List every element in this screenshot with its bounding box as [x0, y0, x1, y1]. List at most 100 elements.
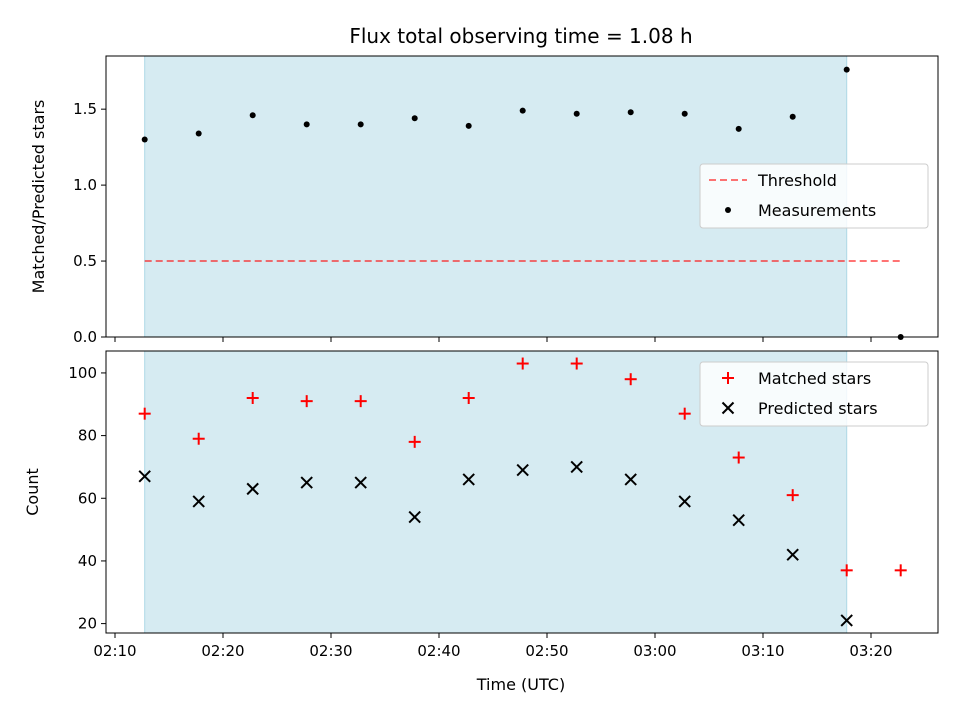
top-series-0-point-2 — [249, 112, 256, 119]
top-series-0-point-6-shape — [465, 122, 472, 129]
bottom-ytick-label-2: 60 — [78, 489, 97, 507]
top-series-0-point-10 — [681, 110, 688, 117]
top-series-0-point-1-shape — [195, 130, 202, 137]
bottom-legend-box — [699, 361, 929, 427]
bottom-series-1-point-4-d2 — [354, 476, 367, 489]
bottom-series-1-point-3-d2 — [300, 476, 313, 489]
bottom-legend: Matched stars Predicted stars — [699, 361, 929, 427]
top-legend: Threshold Measurements — [699, 163, 929, 229]
bottom-series-0-point-4 — [354, 395, 367, 408]
bottom-series-1-point-3 — [300, 476, 313, 489]
bottom-series-1 — [138, 460, 853, 627]
bottom-series-1-point-11 — [732, 513, 745, 527]
bottom-series-0-point-10 — [678, 407, 691, 420]
bottom-series-0-point-6 — [462, 392, 475, 404]
top-series-0-point-11 — [735, 125, 742, 132]
top-series-0-point-13 — [843, 66, 850, 73]
bottom-series-1-point-10-d2 — [678, 495, 691, 508]
top-series-0-point-9 — [627, 109, 634, 116]
bottom-xtick-label-0: 02:10 — [93, 642, 136, 660]
top-ytick-label-2: 1.0 — [73, 176, 97, 194]
top-series-0-point-0-shape — [141, 136, 148, 143]
top-series-0-point-9-shape — [627, 109, 634, 116]
bottom-xtick-label-2: 02:30 — [309, 642, 352, 660]
top-legend-box — [699, 163, 929, 229]
top-series-0-point-3 — [303, 121, 310, 128]
bottom-series-1-point-1 — [192, 495, 205, 508]
top-series-0-point-4 — [357, 121, 364, 128]
x-axis-label: Time (UTC) — [476, 675, 565, 694]
bottom-series-0-point-1 — [192, 432, 205, 445]
top-series-0-point-7-shape — [519, 107, 526, 114]
top-legend-label-1: Measurements — [758, 201, 876, 220]
bottom-series-1-point-12 — [786, 548, 799, 561]
bottom-ytick-label-3: 80 — [78, 427, 97, 445]
top-ytick-label-3: 1.5 — [73, 100, 97, 118]
bottom-series-0-point-2 — [246, 392, 259, 404]
top-legend-label-0: Threshold — [757, 171, 837, 190]
bottom-series-1-point-7-d2 — [516, 463, 529, 477]
top-series-0-point-8-shape — [573, 110, 580, 117]
top-y-axis-label: Matched/Predicted stars — [29, 100, 48, 294]
top-series-0-point-4-shape — [357, 121, 364, 128]
bottom-xtick-label-4: 02:50 — [525, 642, 568, 660]
bottom-series-0-point-3 — [300, 395, 313, 408]
bottom-series-0-point-14 — [894, 564, 907, 577]
top-series-0-point-2-shape — [249, 112, 256, 119]
bottom-xtick-label-7: 03:20 — [849, 642, 892, 660]
top-axes-frame — [105, 55, 939, 338]
bottom-series-1-point-5 — [408, 510, 421, 524]
panel-bottom: 20 40 60 80 100 02:10 02:20 02:30 02:40 02:50 03:0… — [23, 350, 939, 660]
bottom-series-1-point-5-d2 — [408, 510, 421, 524]
bottom-series-0-point-7 — [516, 357, 529, 370]
bottom-series-0-point-9 — [624, 373, 637, 386]
top-series-0-point-0 — [141, 136, 148, 143]
top-series-0-point-5 — [411, 115, 418, 122]
bottom-xtick-label-6: 03:10 — [741, 642, 784, 660]
bottom-legend-label-1: Predicted stars — [758, 399, 878, 418]
bottom-y-axis-label: Count — [23, 468, 42, 516]
top-series-0-point-10-shape — [681, 110, 688, 117]
top-series-0-point-7 — [519, 107, 526, 114]
bottom-series-1-point-10 — [678, 495, 691, 508]
bottom-series-1-point-0 — [138, 470, 151, 483]
bottom-series-0-point-8 — [570, 357, 583, 370]
top-legend-swatch-1-shape — [725, 207, 731, 213]
bottom-series-1-point-6-d2 — [462, 473, 475, 486]
bottom-ytick-label-1: 40 — [78, 552, 97, 570]
bottom-series-1-point-7 — [516, 463, 529, 477]
bottom-series-1-point-13 — [840, 614, 853, 627]
bottom-series-1-point-2-d2 — [246, 482, 259, 496]
top-series-0-point-5-shape — [411, 115, 418, 122]
top-series-0-point-6 — [465, 122, 472, 129]
panel-top: 0.0 0.5 1.0 1.5 Matched/Predicted stars Thres… — [29, 55, 939, 346]
top-series-0-point-12-shape — [789, 113, 796, 120]
bottom-series-0-point-12 — [786, 489, 799, 502]
bottom-ytick-label-4: 100 — [68, 364, 97, 382]
top-series-0 — [141, 66, 904, 340]
bottom-series-1-point-13-d2 — [840, 614, 853, 627]
bottom-series-1-point-4 — [354, 476, 367, 489]
bottom-series-1-point-11-d2 — [732, 513, 745, 527]
bottom-legend-swatch-1 — [721, 401, 735, 415]
bottom-series-1-point-6 — [462, 473, 475, 486]
bottom-series-0-point-0 — [138, 407, 151, 420]
bottom-axes-frame — [105, 350, 939, 634]
bottom-ytick-label-0: 20 — [78, 615, 97, 633]
bottom-legend-swatch-1-d2 — [721, 401, 735, 415]
bottom-xtick-label-5: 03:00 — [633, 642, 676, 660]
top-series-0-point-11-shape — [735, 125, 742, 132]
top-series-0-point-13-shape — [843, 66, 850, 73]
top-series-0-point-8 — [573, 110, 580, 117]
bottom-xtick-label-3: 02:40 — [417, 642, 460, 660]
bottom-legend-label-0: Matched stars — [758, 369, 871, 388]
bottom-series-1-point-9-d2 — [624, 473, 637, 486]
top-ytick-label-0: 0.0 — [73, 328, 97, 346]
bottom-xtick-label-1: 02:20 — [201, 642, 244, 660]
bottom-series-0 — [138, 357, 907, 577]
bottom-series-0-point-5 — [408, 435, 421, 448]
top-series-0-point-1 — [195, 130, 202, 137]
top-series-0-point-12 — [789, 113, 796, 120]
chart-title: Flux total observing time = 1.08 h — [349, 24, 692, 48]
